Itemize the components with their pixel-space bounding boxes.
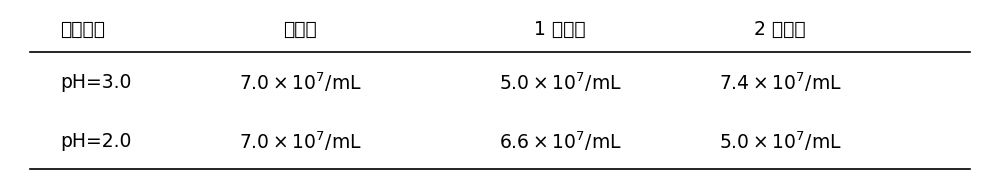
- Text: $7.0\times10^{7}$/mL: $7.0\times10^{7}$/mL: [239, 129, 361, 153]
- Text: 1 小时后: 1 小时后: [534, 20, 586, 39]
- Text: $7.4\times10^{7}$/mL: $7.4\times10^{7}$/mL: [719, 71, 841, 94]
- Text: 测试前: 测试前: [283, 20, 317, 39]
- Text: $5.0\times10^{7}$/mL: $5.0\times10^{7}$/mL: [499, 71, 621, 94]
- Text: pH=2.0: pH=2.0: [60, 132, 131, 150]
- Text: pH=3.0: pH=3.0: [60, 73, 131, 92]
- Text: 酸性条件: 酸性条件: [60, 20, 105, 39]
- Text: 2 小时后: 2 小时后: [754, 20, 806, 39]
- Text: $7.0\times10^{7}$/mL: $7.0\times10^{7}$/mL: [239, 71, 361, 94]
- Text: $6.6\times10^{7}$/mL: $6.6\times10^{7}$/mL: [499, 129, 621, 153]
- Text: $5.0\times10^{7}$/mL: $5.0\times10^{7}$/mL: [719, 129, 841, 153]
